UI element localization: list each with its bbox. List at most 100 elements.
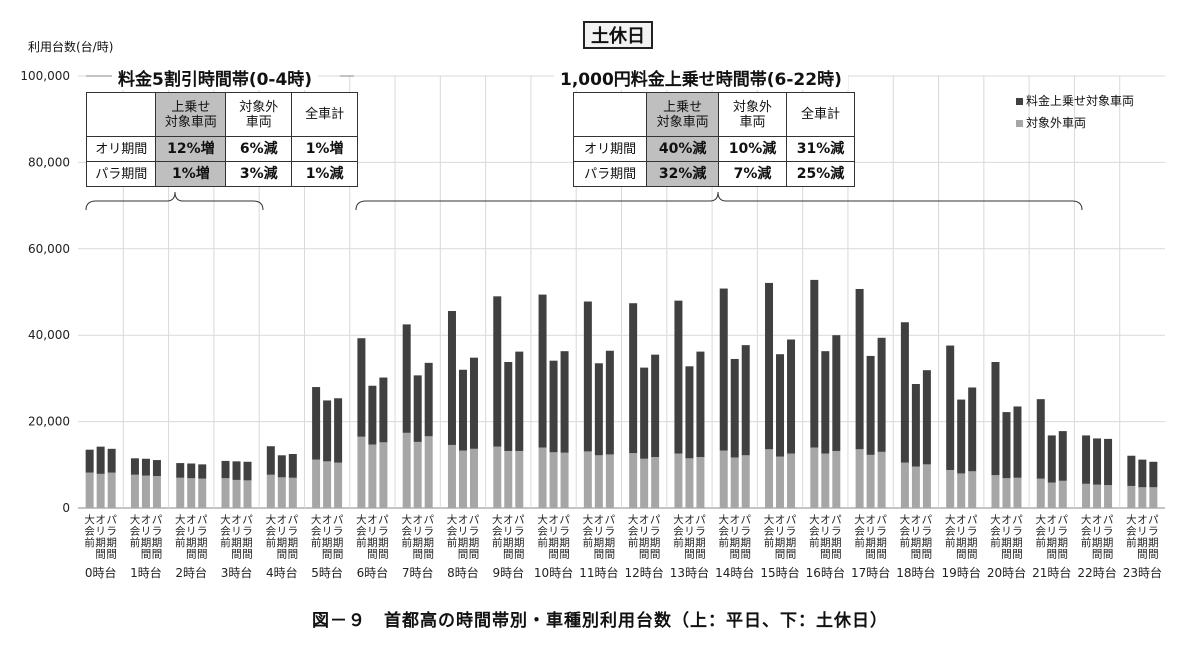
period-label-char: オ: [322, 514, 333, 526]
period-label-char: 間: [277, 549, 288, 561]
period-label-char: 間: [197, 549, 208, 561]
bar-nontarget: [1104, 485, 1113, 508]
period-label-char: 期: [831, 537, 842, 549]
period-label-char: リ: [141, 526, 152, 538]
period-label-char: 前: [673, 536, 684, 549]
period-label-char: 会: [854, 525, 865, 538]
period-label-char: オ: [1047, 514, 1058, 526]
bar-surcharge: [538, 294, 547, 448]
period-label-char: 前: [1036, 536, 1047, 549]
period-label-char: 間: [684, 549, 695, 561]
period-label-char: 会: [718, 525, 729, 538]
bar-surcharge: [232, 461, 241, 480]
bar-surcharge: [549, 360, 558, 453]
bar-nontarget: [323, 461, 332, 508]
period-label-char: パ: [967, 514, 978, 526]
bar-nontarget: [96, 473, 105, 508]
period-label-char: ラ: [740, 526, 751, 538]
period-label-char: パ: [378, 514, 389, 526]
bar-nontarget: [866, 454, 875, 508]
table-corner: [85, 92, 157, 137]
bar-nontarget: [130, 474, 139, 508]
bar-nontarget: [243, 480, 252, 508]
period-label-char: 間: [922, 549, 933, 561]
period-label-char: 間: [831, 549, 842, 561]
period-label-char: 間: [639, 549, 650, 561]
period-label-char: 間: [322, 549, 333, 561]
figure-caption: 図－９ 首都高の時間帯別・車種別利用台数（上：平日、下：土休日）: [312, 611, 888, 631]
period-label-char: オ: [141, 514, 152, 526]
period-label-char: 期: [412, 537, 423, 549]
bar-surcharge: [1093, 438, 1102, 485]
period-label-char: オ: [639, 514, 650, 526]
bar-surcharge: [221, 460, 230, 479]
bar-surcharge: [765, 282, 774, 450]
period-label-char: 間: [911, 549, 922, 561]
period-label-char: 大: [401, 513, 412, 526]
table-cell: 7%減: [718, 161, 787, 187]
bar-nontarget: [560, 452, 569, 508]
period-label-char: 期: [95, 537, 106, 549]
x-tick-label: 23時台: [1123, 565, 1162, 580]
period-label-char: 間: [1012, 549, 1023, 561]
bar-surcharge: [968, 387, 977, 472]
bar-surcharge: [424, 362, 433, 437]
period-label-char: 会: [628, 525, 639, 538]
x-tick-label: 9時台: [492, 565, 524, 580]
period-label-char: 期: [1137, 537, 1148, 549]
x-tick-label: 17時台: [851, 565, 890, 580]
period-label-char: 大: [990, 513, 1001, 526]
bar-nontarget: [277, 477, 286, 508]
period-label-char: 大: [84, 513, 95, 526]
period-label-char: 期: [367, 537, 378, 549]
period-label-char: パ: [242, 514, 253, 526]
period-label-char: 会: [311, 525, 322, 538]
period-label-char: 間: [288, 549, 299, 561]
period-label-char: 間: [1103, 549, 1114, 561]
x-tick-label: 3時台: [221, 565, 253, 580]
table-cell: 1%増: [291, 136, 358, 162]
period-label-char: ラ: [1103, 526, 1114, 538]
bar-surcharge: [152, 460, 161, 477]
period-label-char: パ: [1148, 514, 1159, 526]
bar-nontarget: [379, 442, 388, 508]
period-label-char: オ: [865, 514, 876, 526]
period-label-char: 前: [900, 536, 911, 549]
period-label-char: 大: [673, 513, 684, 526]
period-label-char: ラ: [1148, 526, 1159, 538]
period-label-char: 大: [447, 513, 458, 526]
period-label-char: 間: [559, 549, 570, 561]
bar-nontarget: [232, 479, 241, 508]
period-label-char: 間: [865, 549, 876, 561]
row-label: オリ期間: [85, 136, 157, 162]
table-cell: 6%減: [225, 136, 293, 162]
legend-swatch: [1016, 98, 1023, 105]
bar-nontarget: [674, 453, 683, 508]
period-label-char: 期: [775, 537, 786, 549]
period-label-char: パ: [740, 514, 751, 526]
period-label-char: 期: [277, 537, 288, 549]
x-tick-label: 7時台: [402, 565, 434, 580]
period-label-char: オ: [594, 514, 605, 526]
bar-nontarget: [776, 456, 785, 508]
bar-nontarget: [368, 444, 377, 508]
period-label-char: ラ: [922, 526, 933, 538]
bar-surcharge: [946, 345, 955, 470]
period-label-char: ラ: [967, 526, 978, 538]
bar-nontarget: [549, 452, 558, 508]
period-label-char: 会: [175, 525, 186, 538]
bar-surcharge: [1058, 431, 1067, 481]
period-label-char: オ: [503, 514, 514, 526]
bar-nontarget: [968, 471, 977, 508]
period-label-char: パ: [1058, 514, 1069, 526]
bar-surcharge: [243, 461, 252, 481]
period-label-char: 期: [922, 537, 933, 549]
period-label-char: 会: [945, 525, 956, 538]
period-label-char: リ: [865, 526, 876, 538]
period-label-char: オ: [684, 514, 695, 526]
bar-surcharge: [176, 463, 185, 478]
y-tick-label: 60,000: [28, 242, 70, 256]
bar-nontarget: [1093, 484, 1102, 508]
period-label-char: 期: [322, 537, 333, 549]
table-header: 対象外 車両: [225, 92, 293, 137]
